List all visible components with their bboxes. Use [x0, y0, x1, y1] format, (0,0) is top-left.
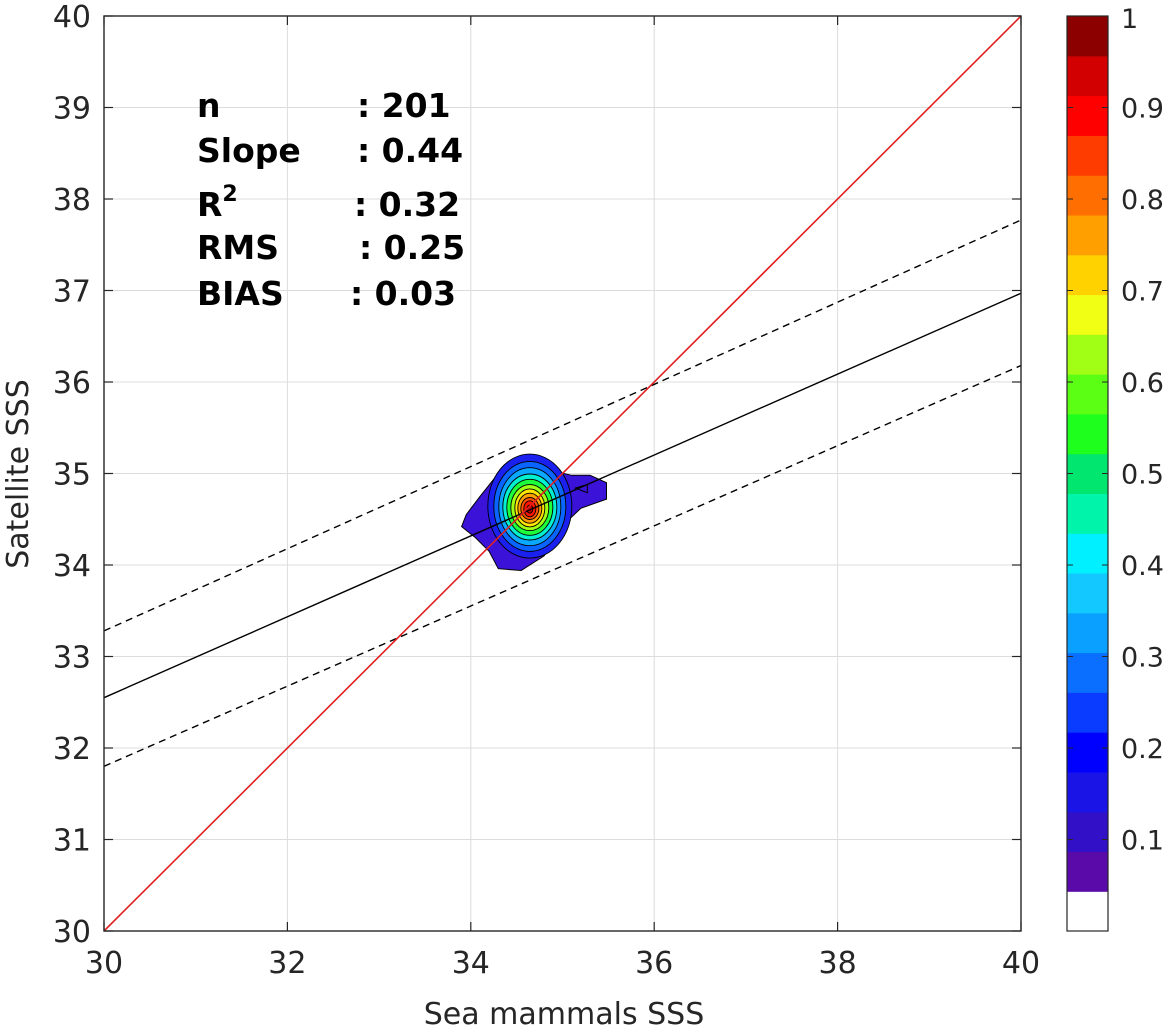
x-tick-label: 30: [85, 946, 123, 981]
colorbar-segment: [1067, 851, 1108, 892]
stat-r2-letter: R: [197, 185, 222, 224]
colorbar-tick-label: 0.7: [1121, 277, 1164, 308]
stat-bias-value: : 0.03: [350, 274, 456, 313]
colorbar-segment: [1067, 254, 1108, 296]
y-tick-label: 38: [53, 183, 91, 218]
x-tick-label: 40: [1002, 946, 1040, 981]
colorbar: 0.1 0.2 0.3 0.4 0.5 0.6 0.7 0.8 0.9 1: [1066, 4, 1164, 932]
x-axis-label: Sea mammals SSS: [424, 997, 705, 1028]
colorbar-segment: [1067, 135, 1108, 176]
colorbar-segment: [1067, 493, 1108, 534]
colorbar-tick-label: 0.1: [1121, 826, 1164, 857]
colorbar-segment: [1067, 811, 1108, 853]
stat-r2-label: R2: [197, 182, 238, 224]
tick-labels: 30 32 34 36 38 40 30 31 32 33 34 35 36 37 38 39 40: [53, 0, 1040, 981]
stat-rms-label: RMS: [197, 228, 279, 267]
colorbar-segment: [1067, 612, 1108, 654]
colorbar-segment: [1067, 374, 1108, 415]
stat-n-label: n: [197, 86, 221, 125]
y-tick-label: 32: [53, 732, 91, 767]
stats-box: n : 201 Slope : 0.44 R2 : 0.32 RMS : 0.2…: [197, 86, 465, 313]
colorbar-segment: [1067, 533, 1108, 574]
y-tick-label: 33: [53, 641, 91, 676]
y-tick-label: 39: [53, 92, 91, 127]
one-to-one-line: [103, 15, 1022, 932]
y-tick-label: 36: [53, 366, 91, 401]
colorbar-segment: [1067, 413, 1108, 455]
y-tick-label: 30: [53, 915, 91, 950]
stat-rms-value: : 0.25: [359, 228, 465, 267]
colorbar-segment: [1067, 732, 1108, 773]
x-tick-label: 36: [635, 946, 673, 981]
colorbar-segment: [1067, 95, 1108, 136]
stat-slope-value: : 0.44: [357, 131, 463, 170]
lower-confidence-line: [103, 364, 1022, 767]
regression-line: [103, 292, 1022, 699]
colorbar-segment: [1067, 55, 1108, 97]
fit-lines: [103, 15, 1022, 932]
y-tick-label: 31: [53, 824, 91, 859]
colorbar-tick-label: 0.5: [1121, 460, 1164, 491]
colorbar-tick-label: 0.8: [1121, 185, 1164, 216]
colorbar-segment: [1067, 16, 1108, 57]
stat-r2-value: : 0.32: [354, 185, 460, 224]
y-tick-label: 34: [53, 549, 91, 584]
colorbar-segment: [1067, 175, 1108, 216]
colorbar-tick-label: 0.3: [1121, 643, 1164, 674]
colorbar-tick-label: 1: [1121, 4, 1138, 35]
colorbar-segment: [1067, 572, 1108, 614]
colorbar-tick-label: 0.4: [1121, 551, 1164, 582]
x-tick-label: 38: [819, 946, 857, 981]
colorbar-segment: [1067, 891, 1108, 932]
colorbar-segment: [1067, 692, 1108, 733]
colorbar-segment: [1067, 214, 1108, 256]
stat-n-value: : 201: [357, 86, 451, 125]
stat-r2-superscript: 2: [222, 182, 237, 207]
colorbar-tick-label: 0.9: [1121, 94, 1164, 125]
stat-slope-label: Slope: [197, 131, 301, 170]
density-contours: [461, 453, 607, 572]
axes: [103, 15, 1022, 932]
colorbar-segment: [1067, 771, 1108, 813]
x-tick-label: 32: [268, 946, 306, 981]
colorbar-segment: [1067, 652, 1108, 693]
y-axis-label: Satellite SSS: [1, 379, 36, 569]
colorbar-segment: [1067, 294, 1108, 335]
x-tick-label: 34: [452, 946, 490, 981]
stat-bias-label: BIAS: [197, 274, 284, 313]
y-tick-label: 40: [53, 0, 91, 35]
colorbar-segment: [1067, 334, 1108, 375]
colorbar-tick-label: 0.6: [1121, 368, 1164, 399]
y-tick-label: 37: [53, 275, 91, 310]
colorbar-tick-label: 0.2: [1121, 734, 1164, 765]
colorbar-segment: [1067, 453, 1108, 494]
y-tick-label: 35: [53, 458, 91, 493]
